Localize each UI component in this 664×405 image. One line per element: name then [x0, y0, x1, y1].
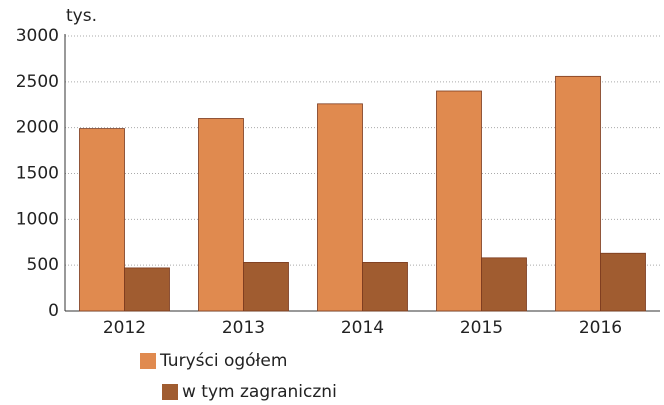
- y-tick-label: 2000: [16, 118, 59, 138]
- bar: [317, 103, 363, 312]
- y-tick-label: 500: [27, 255, 59, 275]
- legend-label: Turyści ogółem: [159, 351, 287, 371]
- bar: [555, 75, 601, 312]
- bar: [243, 262, 289, 312]
- legend-swatch: [162, 384, 178, 400]
- x-tick-label: 2013: [222, 318, 265, 338]
- y-tick-label: 1000: [16, 209, 59, 229]
- bar: [362, 262, 408, 312]
- x-tick-label: 2015: [460, 318, 503, 338]
- bar: [79, 128, 125, 312]
- y-axis-label: tys.: [66, 6, 97, 26]
- x-tick-label: 2016: [579, 318, 622, 338]
- bar: [600, 252, 646, 312]
- bar: [198, 118, 244, 312]
- y-tick-label: 1500: [16, 164, 59, 184]
- y-tick-label: 2500: [16, 72, 59, 92]
- bar: [481, 257, 527, 312]
- y-tick-label: 3000: [16, 26, 59, 46]
- y-tick-label: 0: [48, 301, 59, 321]
- bar: [124, 267, 170, 312]
- x-tick-label: 2012: [103, 318, 146, 338]
- x-tick-label: 2014: [341, 318, 384, 338]
- legend-label: w tym zagraniczni: [182, 382, 337, 402]
- bar: [436, 90, 482, 312]
- legend-swatch: [140, 353, 156, 369]
